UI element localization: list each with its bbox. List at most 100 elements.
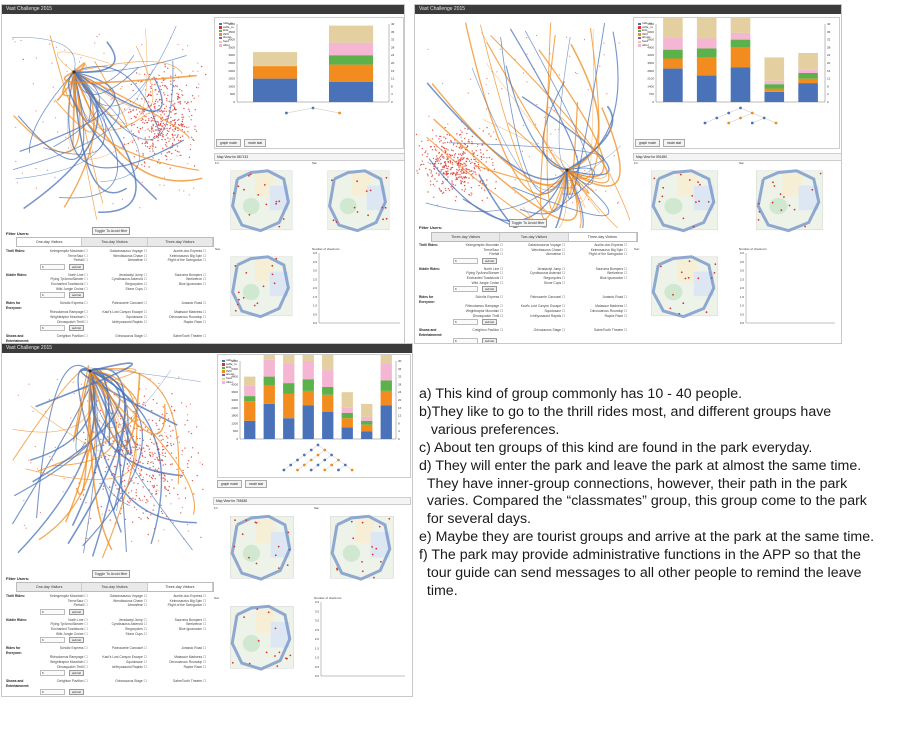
- park-map[interactable]: Sat: [311, 161, 404, 243]
- ride-checkbox[interactable]: SabreTooth Theatre ☐: [173, 679, 206, 684]
- filter-submit-button[interactable]: submit: [69, 263, 84, 270]
- ride-checkbox[interactable]: Wendisaurus Chase ☐: [531, 247, 566, 252]
- ride-checkbox[interactable]: Wrightiraptor Mountain ☐: [465, 308, 503, 313]
- ride-checkbox[interactable]: TerrorSaur ☐: [483, 247, 503, 252]
- park-map[interactable]: Sun: [214, 247, 307, 329]
- ride-checkbox[interactable]: Keimosaurus Big Spin ☐: [590, 247, 627, 252]
- mode-stat-button-2[interactable]: mode stat: [663, 139, 686, 147]
- ride-checkbox[interactable]: Scholtz Express ☐: [59, 646, 88, 651]
- park-map[interactable]: Sat: [313, 506, 409, 592]
- ride-checkbox[interactable]: Dinosoarous Roundup ☐: [169, 314, 206, 319]
- filter-submit-button[interactable]: submit: [69, 670, 84, 677]
- network-graph-3[interactable]: [2, 353, 212, 567]
- filter-select[interactable]: 6: [40, 325, 65, 332]
- ride-checkbox[interactable]: Raptor Race ☐: [183, 319, 206, 324]
- filter-submit-button[interactable]: submit: [69, 325, 84, 332]
- ride-checkbox[interactable]: Dinosoarous Roundup ☐: [169, 659, 206, 664]
- ride-checkbox[interactable]: Jurassic Road ☐: [181, 301, 206, 306]
- filter-select[interactable]: 6: [40, 670, 65, 677]
- ride-checkbox[interactable]: Dinosquatch Thrill ☐: [472, 313, 503, 318]
- ride-checkbox[interactable]: Flying TyrAnnoSkewer ☐: [50, 277, 88, 282]
- ride-checkbox[interactable]: Enchanted Toadstools ☐: [51, 626, 88, 631]
- ride-checkbox[interactable]: Jurassic Road ☐: [602, 295, 627, 300]
- ride-checkbox[interactable]: Flight of the Swingodon ☐: [588, 252, 627, 257]
- ride-checkbox[interactable]: Rhinodamus Rampage ☐: [465, 304, 503, 309]
- tab-three-day-1[interactable]: Three-day Visitors: [147, 238, 213, 246]
- ride-checkbox[interactable]: Wild Jungle Cruise ☐: [471, 280, 503, 285]
- ride-checkbox[interactable]: Wild Jungle Cruise ☐: [55, 631, 88, 636]
- mode-stat-button-1[interactable]: mode stat: [244, 139, 267, 147]
- ride-checkbox[interactable]: North Line ☐: [68, 272, 88, 277]
- tab-one-day-2[interactable]: Three-day Visitors: [432, 233, 501, 241]
- ride-checkbox[interactable]: Wild Jungle Cruise ☐: [55, 286, 88, 291]
- filter-submit-button[interactable]: submit: [482, 319, 497, 326]
- checkin-chart[interactable]: 0.0 0.5 1.0 1.5 2.0 2.5 3.0 3.5 4.0 Number of che…: [313, 596, 409, 682]
- network-graph-2[interactable]: [415, 14, 630, 228]
- ride-checkbox[interactable]: Grinosaurus Stage ☐: [115, 679, 147, 684]
- ride-checkbox[interactable]: North Line ☐: [483, 266, 503, 271]
- ride-checkbox[interactable]: Flight of the Swingodon ☐: [167, 603, 206, 608]
- graph-mode-button-3[interactable]: graph mode: [217, 480, 243, 488]
- ride-checkbox[interactable]: Keimgerspitz Mountain ☐: [465, 243, 503, 247]
- toggle-filter-button-3[interactable]: Toggle To Avoid filter: [92, 570, 130, 578]
- ride-checkbox[interactable]: Beelzetron ☐: [186, 622, 206, 627]
- ride-checkbox[interactable]: Ichthyosaurid Rapids ☐: [111, 664, 147, 669]
- ride-checkbox[interactable]: Atmosfear ☐: [546, 252, 565, 257]
- ride-checkbox[interactable]: Cyndisaurus Asteroid ☐: [111, 277, 147, 282]
- filter-submit-button[interactable]: submit: [482, 257, 497, 264]
- ride-checkbox[interactable]: SabreTooth Theatre ☐: [173, 334, 206, 339]
- filter-submit-button[interactable]: submit: [69, 637, 84, 644]
- graph-mode-button-1[interactable]: graph mode: [216, 139, 242, 147]
- ride-checkbox[interactable]: Cyndisaurus Asteroid ☐: [111, 622, 147, 627]
- ride-checkbox[interactable]: Enchanted Toadstools ☐: [51, 281, 88, 286]
- filter-select[interactable]: 6: [453, 338, 478, 343]
- ride-checkbox[interactable]: Sauroma Bumpers ☐: [595, 266, 627, 271]
- checkin-chart[interactable]: 0.0 0.5 1.0 1.5 2.0 2.5 3.0 3.5 4.0 Number of che…: [738, 247, 839, 329]
- filter-submit-button[interactable]: submit: [69, 292, 84, 299]
- filter-select[interactable]: 6: [40, 263, 65, 270]
- network-graph-1[interactable]: [2, 14, 212, 228]
- ride-checkbox[interactable]: Dinosquatch Thrill ☐: [57, 319, 88, 324]
- ride-checkbox[interactable]: Squidosaur ☐: [126, 314, 147, 319]
- ride-checkbox[interactable]: TerrorSaur ☐: [67, 253, 88, 258]
- filter-submit-button[interactable]: submit: [482, 338, 497, 343]
- tab-three-day-3[interactable]: Three-day Visitors: [147, 583, 213, 591]
- ride-checkbox[interactable]: Raptor Race ☐: [183, 664, 206, 669]
- ride-checkbox[interactable]: Firefall ☐: [489, 252, 503, 257]
- ride-checkbox[interactable]: Galactosaurus Voyage ☐: [527, 243, 565, 247]
- ride-checkbox[interactable]: Sauroma Bumpers ☐: [174, 272, 206, 277]
- ride-checkbox[interactable]: Stone Cups ☐: [125, 631, 147, 636]
- ride-checkbox[interactable]: Stegocycles ☐: [543, 275, 565, 280]
- filter-submit-button[interactable]: submit: [482, 286, 497, 293]
- ride-checkbox[interactable]: North Line ☐: [68, 617, 88, 622]
- ride-checkbox[interactable]: Keimgerspitz Mountain ☐: [49, 594, 88, 598]
- ride-checkbox[interactable]: Raptor Race ☐: [604, 313, 627, 318]
- ride-checkbox[interactable]: [151, 632, 210, 637]
- checkin-chart[interactable]: 0.0 0.5 1.0 1.5 2.0 2.5 3.0 3.5 4.0 Number of che…: [311, 247, 404, 329]
- ride-checkbox[interactable]: Keimgerspitz Mountain ☐: [49, 249, 88, 253]
- ride-checkbox[interactable]: Grinosaurus Stage ☐: [533, 328, 565, 333]
- ride-checkbox[interactable]: Grinosaurus Stage ☐: [115, 334, 147, 339]
- ride-checkbox[interactable]: Creighton Pavilion ☐: [56, 679, 88, 684]
- filter-select[interactable]: 6: [453, 286, 478, 293]
- park-map[interactable]: Sat: [738, 161, 839, 243]
- park-map[interactable]: Sun: [633, 247, 734, 329]
- ride-checkbox[interactable]: Squidosaur ☐: [544, 308, 565, 313]
- ride-checkbox[interactable]: Jeradactyl Jump ☐: [118, 617, 147, 622]
- ride-checkbox[interactable]: Beelzetron ☐: [607, 271, 627, 276]
- ride-checkbox[interactable]: Dinosquatch Thrill ☐: [57, 664, 88, 669]
- ride-checkbox[interactable]: Blue Iguanodon ☐: [600, 275, 627, 280]
- filter-submit-button[interactable]: submit: [69, 608, 84, 615]
- ride-checkbox[interactable]: Enchanted Toadstools ☐: [466, 275, 503, 280]
- park-map[interactable]: Fri: [214, 161, 307, 243]
- graph-mode-button-2[interactable]: graph mode: [635, 139, 661, 147]
- ride-checkbox[interactable]: Paleocarrie Carousel ☐: [530, 295, 565, 300]
- ride-checkbox[interactable]: Squidosaur ☐: [126, 659, 147, 664]
- ride-checkbox[interactable]: Auntie-doo Express ☐: [173, 594, 206, 598]
- filter-select[interactable]: 6: [453, 257, 478, 264]
- ride-checkbox[interactable]: Keimosaurus Big Spin ☐: [169, 598, 206, 603]
- tab-two-day-3[interactable]: Two-day Visitors: [82, 583, 148, 591]
- ride-checkbox[interactable]: Flying TyrAnnoSkewer ☐: [50, 622, 88, 627]
- ride-checkbox[interactable]: Keimosaurus Big Spin ☐: [169, 253, 206, 258]
- toggle-filter-button-2[interactable]: Toggle To Avoid filter: [509, 219, 547, 227]
